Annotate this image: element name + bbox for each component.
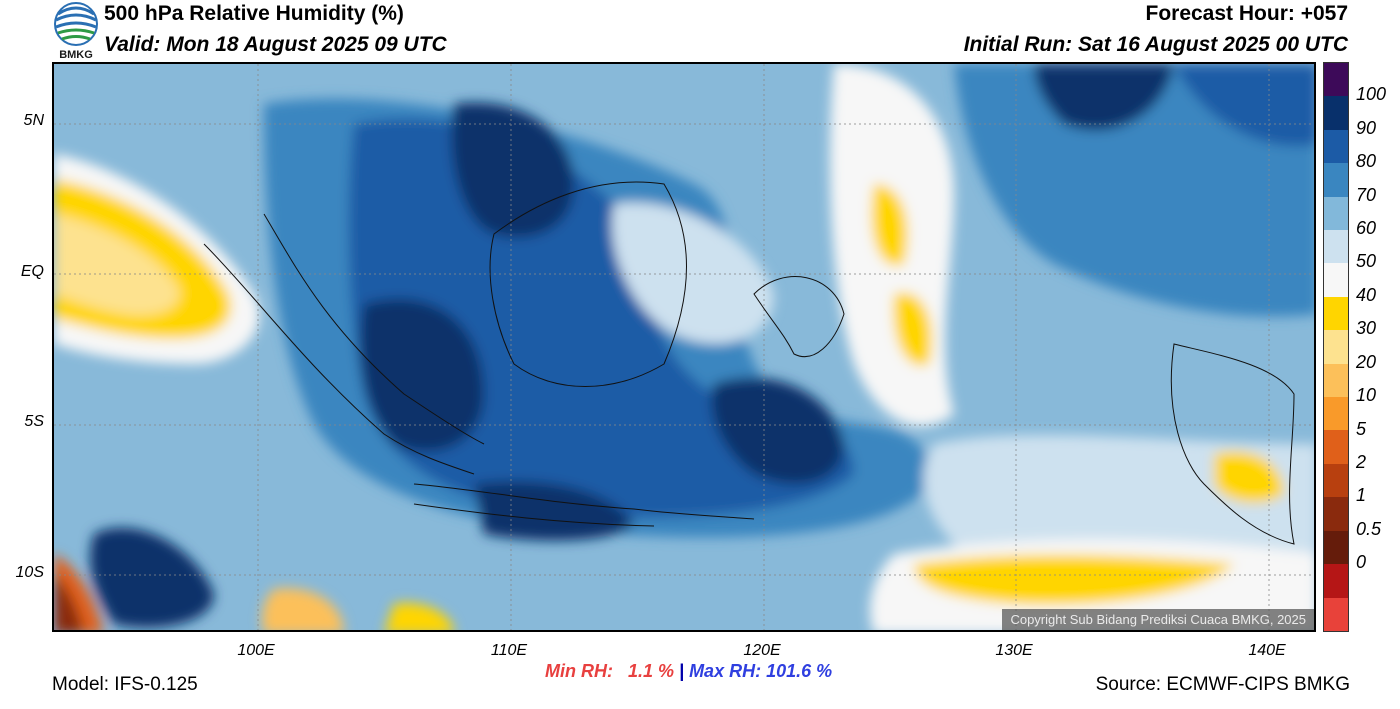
lat-label-5n: 5N [23,112,44,129]
max-rh: Max RH: 101.6 % [689,661,833,681]
min-rh: Min RH: 1.1 % [545,661,675,681]
lat-label-10s: 10S [15,564,44,581]
lon-label-140e: 140E [1248,642,1286,659]
bmkg-logo-icon: BMKG [54,2,98,61]
bmkg-logo: BMKG [52,0,100,62]
colorbar-tick-label: 0 [1356,552,1367,573]
colorbar-tick-label: 60 [1356,218,1377,239]
rh-stats: Min RH: 1.1 % | Max RH: 101.6 % [545,661,832,682]
colorbar-segment [1324,497,1348,531]
copyright-notice: Copyright Sub Bidang Prediksi Cuaca BMKG… [1002,609,1314,630]
colorbar-tick-label: 70 [1356,184,1377,205]
lat-label-5s: 5S [24,413,44,430]
colorbar-segment [1324,363,1348,398]
colorbar-tick-label: 80 [1356,151,1377,172]
colorbar-segment [1324,63,1348,97]
colorbar-tick-label: 90 [1356,117,1377,138]
colorbar-tick-label: 10 [1356,385,1377,406]
lon-label-100e: 100E [237,642,275,659]
colorbar-tick-label: 30 [1356,318,1377,339]
colorbar-segment [1324,163,1348,197]
colorbar-segment [1324,397,1348,431]
stats-separator: | [674,661,690,681]
sumatra-coast [203,243,475,475]
lat-label-eq: EQ [20,263,44,280]
map-title: 500 hPa Relative Humidity (%) [104,2,404,25]
colorbar-tick-label: 2 [1356,451,1367,472]
colorbar-segment [1324,330,1348,364]
colorbar-segment [1324,463,1348,498]
humidity-map: Copyright Sub Bidang Prediksi Cuaca BMKG… [52,62,1316,632]
colorbar-segment [1324,597,1348,631]
source-label: Source: ECMWF-CIPS BMKG [1095,674,1350,695]
colorbar-segment [1324,263,1348,297]
colorbar-tick-label: 100 [1356,84,1387,105]
model-label: Model: IFS-0.125 [52,674,198,695]
colorbar-tick-label: 50 [1356,251,1377,272]
logo-text: BMKG [59,49,93,61]
initial-run: Initial Run: Sat 16 August 2025 00 UTC [963,33,1348,56]
colorbar-tick-label: 5 [1356,418,1367,439]
colorbar-segment [1324,129,1348,164]
colorbar-tick-label: 20 [1356,351,1377,372]
colorbar-segment [1324,530,1348,565]
colorbar-segment [1324,96,1348,130]
colorbar-tick-label: 40 [1356,284,1377,305]
valid-time: Valid: Mon 18 August 2025 09 UTC [104,33,447,56]
colorbar-segment [1324,296,1348,331]
colorbar-segment [1324,230,1348,264]
colorbar-segment [1324,430,1348,464]
lon-label-120e: 120E [743,642,781,659]
colorbar-tick-label: 0.5 [1356,518,1382,539]
humidity-field [54,64,1314,630]
lon-label-130e: 130E [995,642,1033,659]
colorbar-segment [1324,196,1348,231]
colorbar-segment [1324,564,1348,598]
colorbar-tick-label: 1 [1356,485,1367,506]
forecast-hour: Forecast Hour: +057 [1145,2,1349,25]
lon-label-110e: 110E [490,642,528,659]
colorbar [1323,62,1349,632]
